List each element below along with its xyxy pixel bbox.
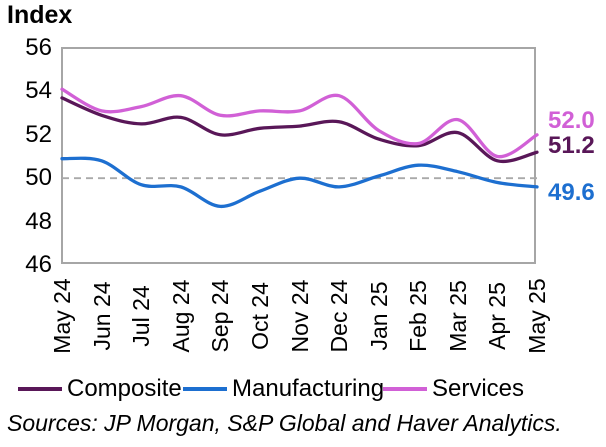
x-tick-label: May 25 <box>524 278 550 354</box>
x-tick-label: Sep 24 <box>207 279 234 353</box>
x-tick-label: Apr 25 <box>484 282 511 350</box>
legend-label-manufacturing: Manufacturing <box>232 375 385 402</box>
services-line-swatch <box>383 387 427 391</box>
legend-label-composite: Composite <box>67 375 182 402</box>
x-tick-label: Jun 24 <box>88 281 115 351</box>
plot-area <box>61 47 536 264</box>
x-tick-label: Feb 25 <box>405 280 432 352</box>
manufacturing-line <box>60 156 539 209</box>
legend-label-services: Services <box>432 375 525 402</box>
legend-item-composite: Composite <box>18 375 182 403</box>
y-tick-label: 48 <box>25 207 52 235</box>
y-tick-label: 52 <box>25 120 52 148</box>
x-tick-label: May 24 <box>49 278 75 354</box>
legend-item-manufacturing: Manufacturing <box>183 375 384 403</box>
composite-line <box>60 96 539 164</box>
x-tick-label: Dec 24 <box>326 279 353 353</box>
x-tick-label: Nov 24 <box>286 279 313 353</box>
x-tick-label: Jul 24 <box>128 285 155 347</box>
manufacturing-line-swatch <box>183 387 227 391</box>
y-tick-label: 46 <box>25 251 52 278</box>
x-tick-label: Oct 24 <box>246 282 273 350</box>
chart-title: Index <box>7 1 73 29</box>
x-tick-label: Aug 24 <box>167 279 194 353</box>
legend: Composite Manufacturing Services <box>0 375 606 403</box>
y-tick-label: 54 <box>25 77 52 105</box>
y-tick-label: 50 <box>25 164 52 192</box>
sources-note: Sources: JP Morgan, S&P Global and Haver… <box>7 410 562 436</box>
composite-line-swatch <box>18 387 62 391</box>
x-tick-label: Mar 25 <box>444 280 471 352</box>
legend-item-services: Services <box>383 375 524 403</box>
end-label-manufacturing: 49.6 <box>548 179 595 206</box>
y-tick-label: 56 <box>25 34 52 61</box>
end-label-composite: 51.2 <box>548 132 595 159</box>
line-chart <box>60 87 539 209</box>
x-tick-label: Jan 25 <box>365 281 392 351</box>
end-label-services: 52.0 <box>548 107 595 134</box>
services-line <box>60 87 539 159</box>
